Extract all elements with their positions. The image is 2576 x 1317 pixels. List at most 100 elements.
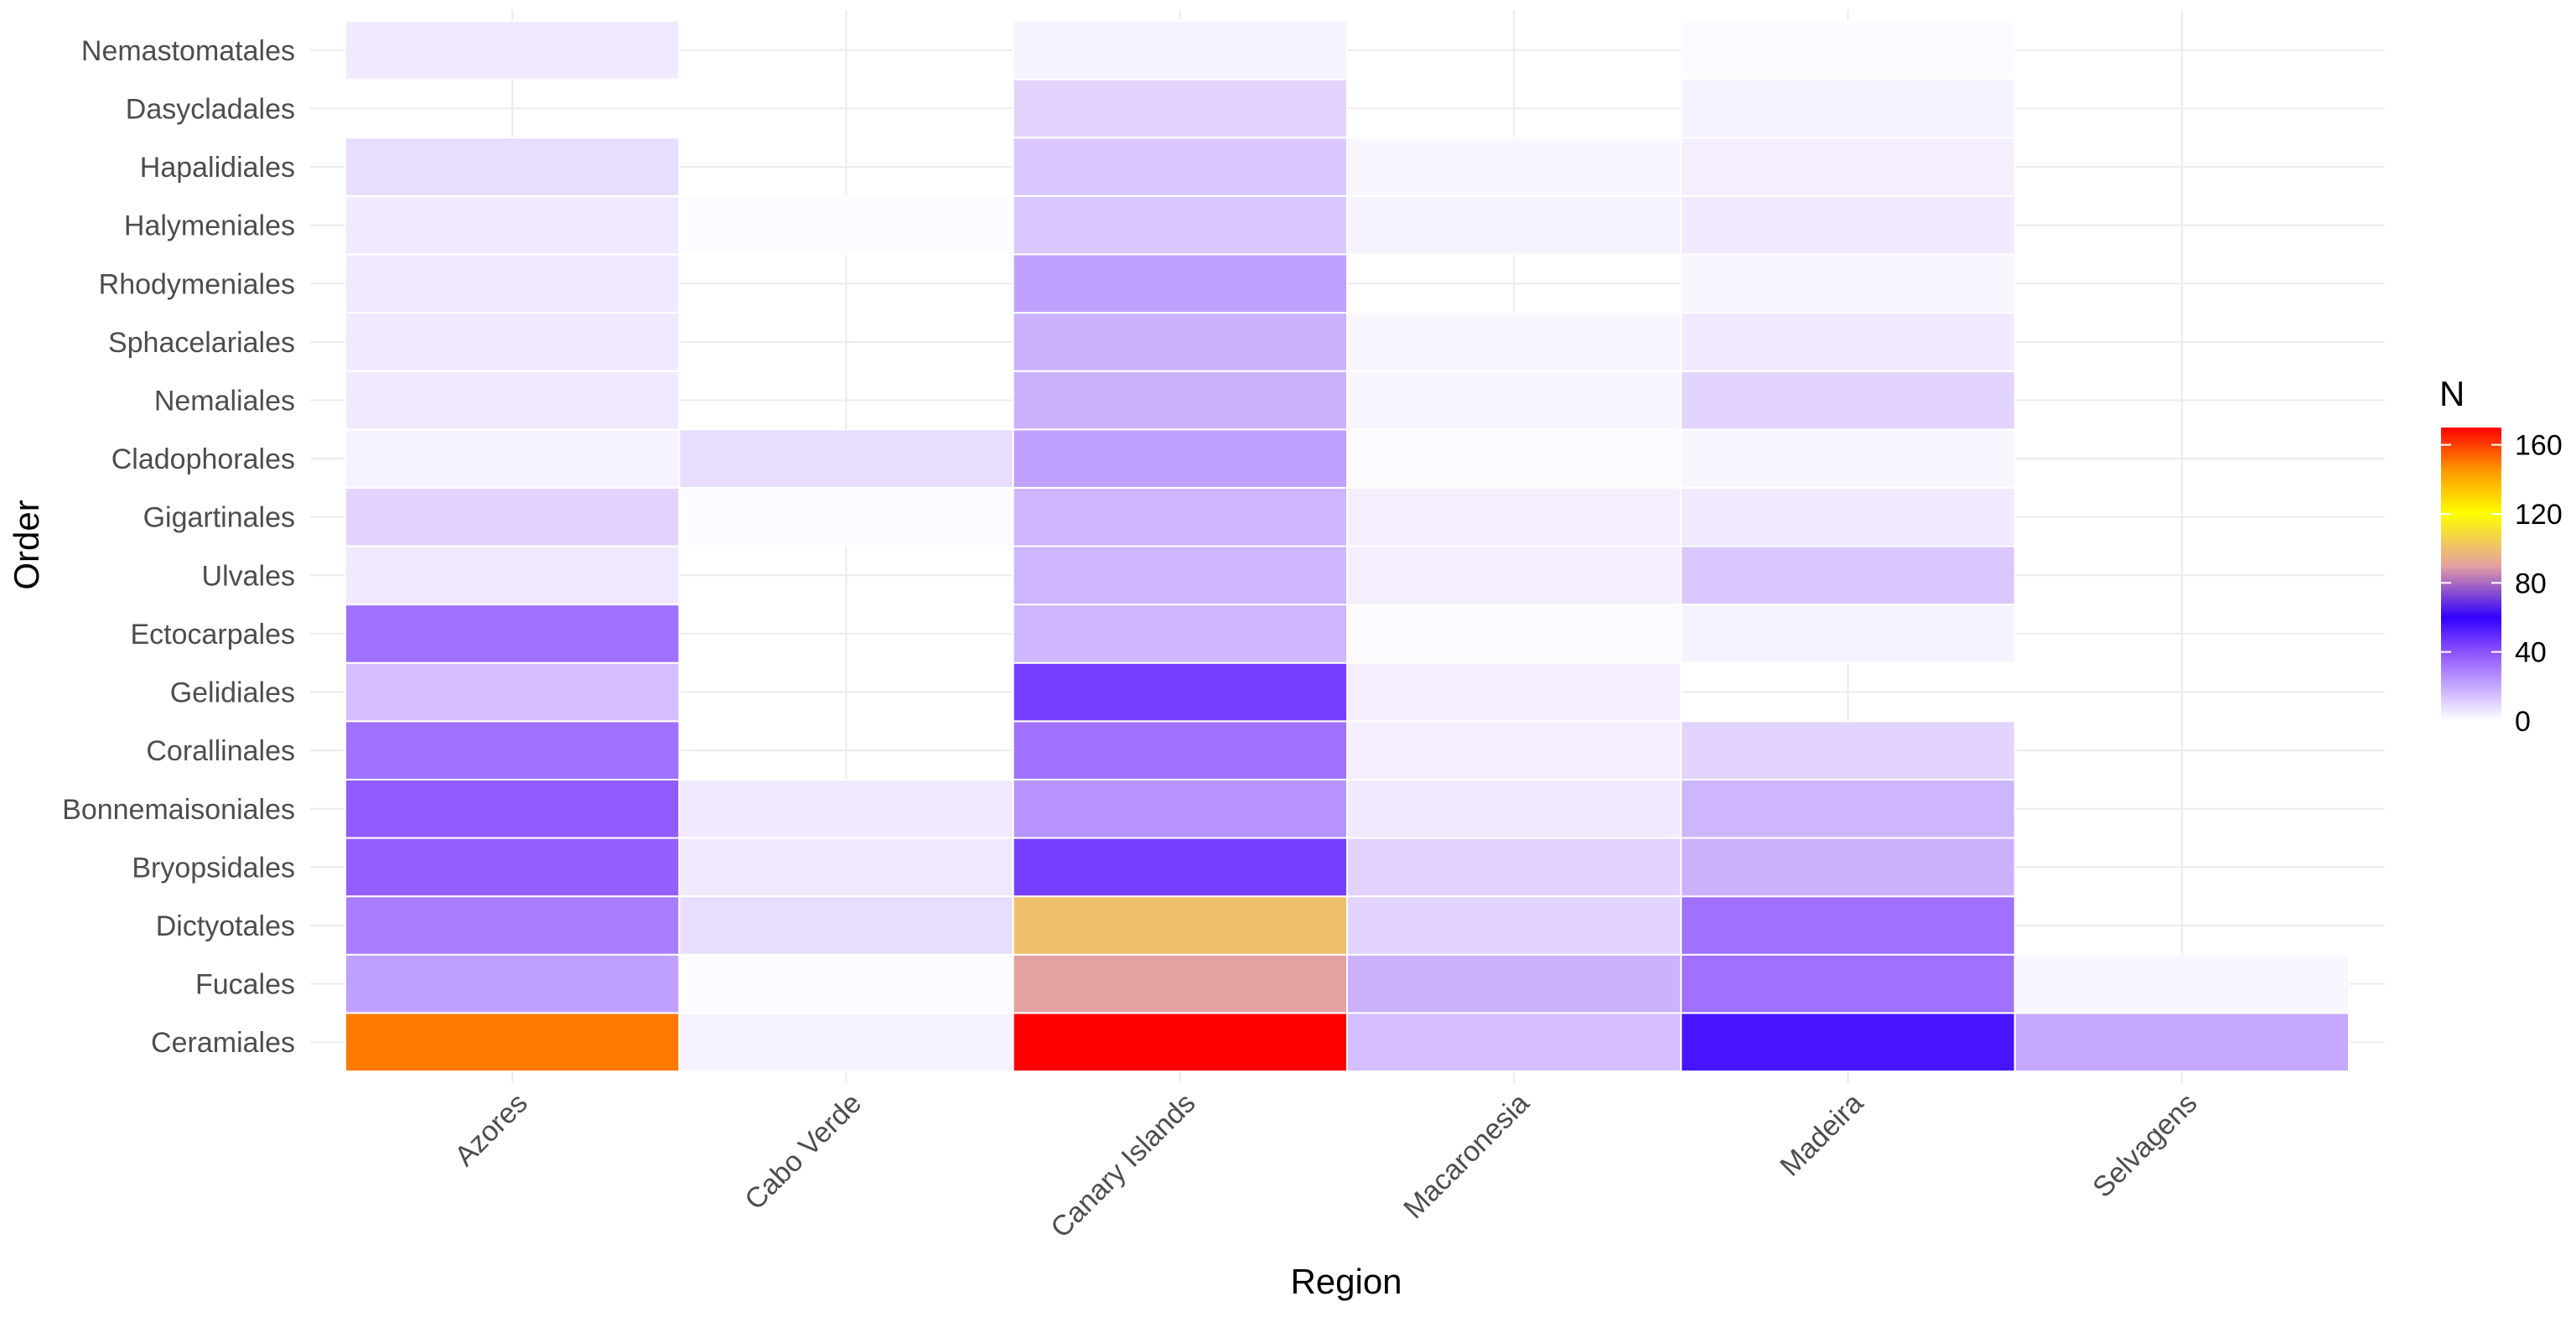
heatmap-cell [1346, 720, 1682, 780]
y-tick-label: Fucales [195, 969, 295, 1001]
heatmap-cell [678, 194, 1014, 256]
legend-tick-label: 0 [2515, 706, 2531, 738]
y-tick-label: Corallinales [146, 735, 295, 767]
y-tick-label: Nemastomatales [81, 35, 295, 67]
heatmap-cell [1680, 545, 2016, 606]
heatmap-tiles [345, 20, 2351, 1073]
heatmap-cell [1680, 953, 2016, 1014]
heatmap-cell [1346, 895, 1682, 956]
heatmap-cell [345, 720, 681, 780]
x-tick-label: Madeira [1774, 1087, 1869, 1183]
x-tick-label: Azores [448, 1087, 534, 1173]
heatmap-cell [1346, 194, 1682, 256]
heatmap-cell [345, 20, 681, 80]
x-tick-label: Canary Islands [1044, 1087, 1201, 1244]
heatmap-cell [1346, 953, 1682, 1014]
heatmap-cell [678, 895, 1014, 956]
heatmap-cell [1346, 545, 1682, 606]
heatmap-cell [1012, 137, 1348, 197]
heatmap-cell [1012, 661, 1348, 723]
y-axis-ticks: Ceramiales Fucales Dictyotales Bryopsidales… [62, 35, 295, 1059]
heatmap-cell [345, 428, 681, 489]
heatmap-cell [345, 194, 681, 256]
heatmap-cell [345, 137, 681, 197]
heatmap-cell [678, 953, 1014, 1014]
heatmap-cell [1680, 486, 2016, 547]
heatmap-cell [1012, 20, 1348, 80]
heatmap-cell [678, 428, 1014, 489]
y-tick-label: Ectocarpales [130, 619, 295, 651]
heatmap-cell [2014, 953, 2351, 1014]
y-tick-label: Rhodymeniales [99, 268, 295, 300]
heatmap-cell [678, 486, 1014, 547]
x-axis-title: Region [1290, 1262, 1402, 1301]
heatmap-cell [1012, 604, 1348, 664]
heatmap-cell [345, 837, 681, 898]
legend-color-bar [2441, 428, 2501, 721]
color-legend: N 0 40 80 120 160 [2439, 374, 2563, 738]
heatmap-cell [1680, 428, 2016, 489]
heatmap-cell [345, 953, 681, 1014]
heatmap-cell [1012, 312, 1348, 372]
heatmap-cell [345, 778, 681, 839]
heatmap-cell [1012, 78, 1348, 139]
heatmap-cell [678, 778, 1014, 839]
heatmap-cell [1680, 720, 2016, 780]
heatmap-cell [1012, 486, 1348, 547]
x-axis-ticks: Azores Cabo Verde Canary Islands Macaronesi… [448, 1087, 2203, 1244]
heatmap-cell [345, 1012, 681, 1073]
heatmap-cell [345, 312, 681, 372]
heatmap-cell [1012, 194, 1348, 256]
heatmap-cell [1680, 1012, 2016, 1073]
heatmap-cell [1346, 486, 1682, 547]
y-tick-label: Gelidiales [170, 677, 295, 709]
heatmap-cell [1346, 370, 1682, 431]
heatmap-cell [1012, 837, 1348, 898]
y-tick-label: Ceramiales [151, 1027, 295, 1059]
heatmap-cell [1680, 778, 2016, 839]
heatmap-cell [345, 895, 681, 956]
y-tick-label: Hapalidiales [140, 152, 295, 184]
legend-ticks: 0 40 80 120 160 [2441, 430, 2563, 738]
x-tick-label: Selvagens [2086, 1087, 2203, 1204]
heatmap-cell [345, 370, 681, 431]
y-axis-title: Order [7, 500, 46, 589]
heatmap-cell [2014, 1012, 2351, 1073]
heatmap-cell [678, 1012, 1014, 1073]
heatmap-cell [1680, 604, 2016, 664]
heatmap-cell [345, 604, 681, 664]
heatmap-cell [1346, 312, 1682, 372]
heatmap-cell [1012, 778, 1348, 839]
heatmap-cell [1680, 194, 2016, 256]
heatmap-cell [345, 253, 681, 314]
legend-title: N [2439, 374, 2465, 413]
heatmap-cell [1346, 778, 1682, 839]
heatmap-cell [1346, 428, 1682, 489]
heatmap-cell [1346, 837, 1682, 898]
heatmap-cell [1346, 604, 1682, 664]
y-tick-label: Sphacelariales [108, 327, 295, 359]
heatmap-cell [1346, 137, 1682, 197]
heatmap-cell [678, 837, 1014, 898]
heatmap-cell [1012, 895, 1348, 956]
y-tick-label: Halymeniales [124, 210, 295, 242]
y-tick-label: Dasycladales [126, 93, 295, 125]
heatmap-cell [345, 486, 681, 547]
heatmap-cell [1680, 895, 2016, 956]
y-tick-label: Cladophorales [111, 443, 295, 475]
y-tick-label: Ulvales [202, 560, 295, 592]
y-tick-label: Bonnemaisoniales [62, 794, 295, 826]
heatmap-cell [1012, 545, 1348, 606]
y-tick-label: Bryopsidales [132, 852, 295, 884]
heatmap-cell [1012, 253, 1348, 314]
heatmap-cell [1680, 20, 2016, 80]
legend-tick-label: 80 [2515, 568, 2547, 599]
heatmap-cell [1680, 837, 2016, 898]
y-tick-label: Dictyotales [156, 910, 295, 942]
y-tick-label: Nemaliales [154, 385, 295, 417]
heatmap-cell [345, 545, 681, 606]
heatmap-cell [1346, 661, 1682, 723]
heatmap-cell [1012, 953, 1348, 1014]
y-tick-label: Gigartinales [143, 502, 295, 534]
